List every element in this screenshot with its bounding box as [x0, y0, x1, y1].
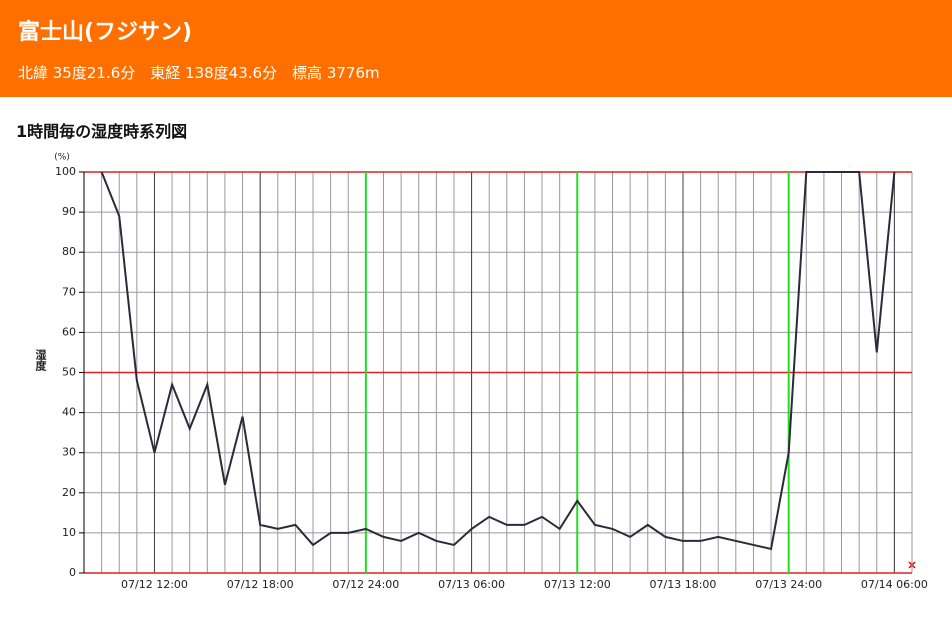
x-tick-label: 07/12 18:00: [227, 578, 294, 591]
station-title: 富士山(フジサン): [18, 20, 193, 45]
chart-title: 1時間毎の湿度時系列図: [16, 122, 188, 141]
x-tick-label: 07/12 12:00: [121, 578, 188, 591]
y-tick-label: 20: [62, 486, 76, 499]
humidity-line: [100, 171, 896, 551]
y-unit: (%): [54, 153, 70, 163]
header: 富士山(フジサン) 北緯 35度21.6分 東経 138度43.6分 標高 37…: [0, 0, 952, 97]
station-coordinates: 北緯 35度21.6分 東経 138度43.6分 標高 3776m: [18, 64, 380, 82]
y-tick-label: 100: [55, 165, 76, 178]
y-tick-label: 70: [62, 285, 76, 298]
y-tick-label: 90: [62, 205, 76, 218]
x-tick-label: 07/13 18:00: [650, 578, 717, 591]
y-axis-label: 湿度: [34, 348, 47, 372]
y-tick-label: 10: [62, 526, 76, 539]
y-tick-label: 80: [62, 245, 76, 258]
x-tick-label: 07/14 06:00: [861, 578, 928, 591]
y-tick-label: 30: [62, 446, 76, 459]
x-tick-label: 07/12 24:00: [332, 578, 399, 591]
y-tick-label: 60: [62, 325, 76, 338]
x-tick-label: 07/13 06:00: [438, 578, 505, 591]
y-tick-label: 50: [62, 366, 76, 379]
x-tick-label: 07/13 24:00: [755, 578, 822, 591]
y-tick-label: 40: [62, 406, 76, 419]
y-tick-label: 0: [69, 566, 76, 579]
x-tick-label: 07/13 12:00: [544, 578, 611, 591]
